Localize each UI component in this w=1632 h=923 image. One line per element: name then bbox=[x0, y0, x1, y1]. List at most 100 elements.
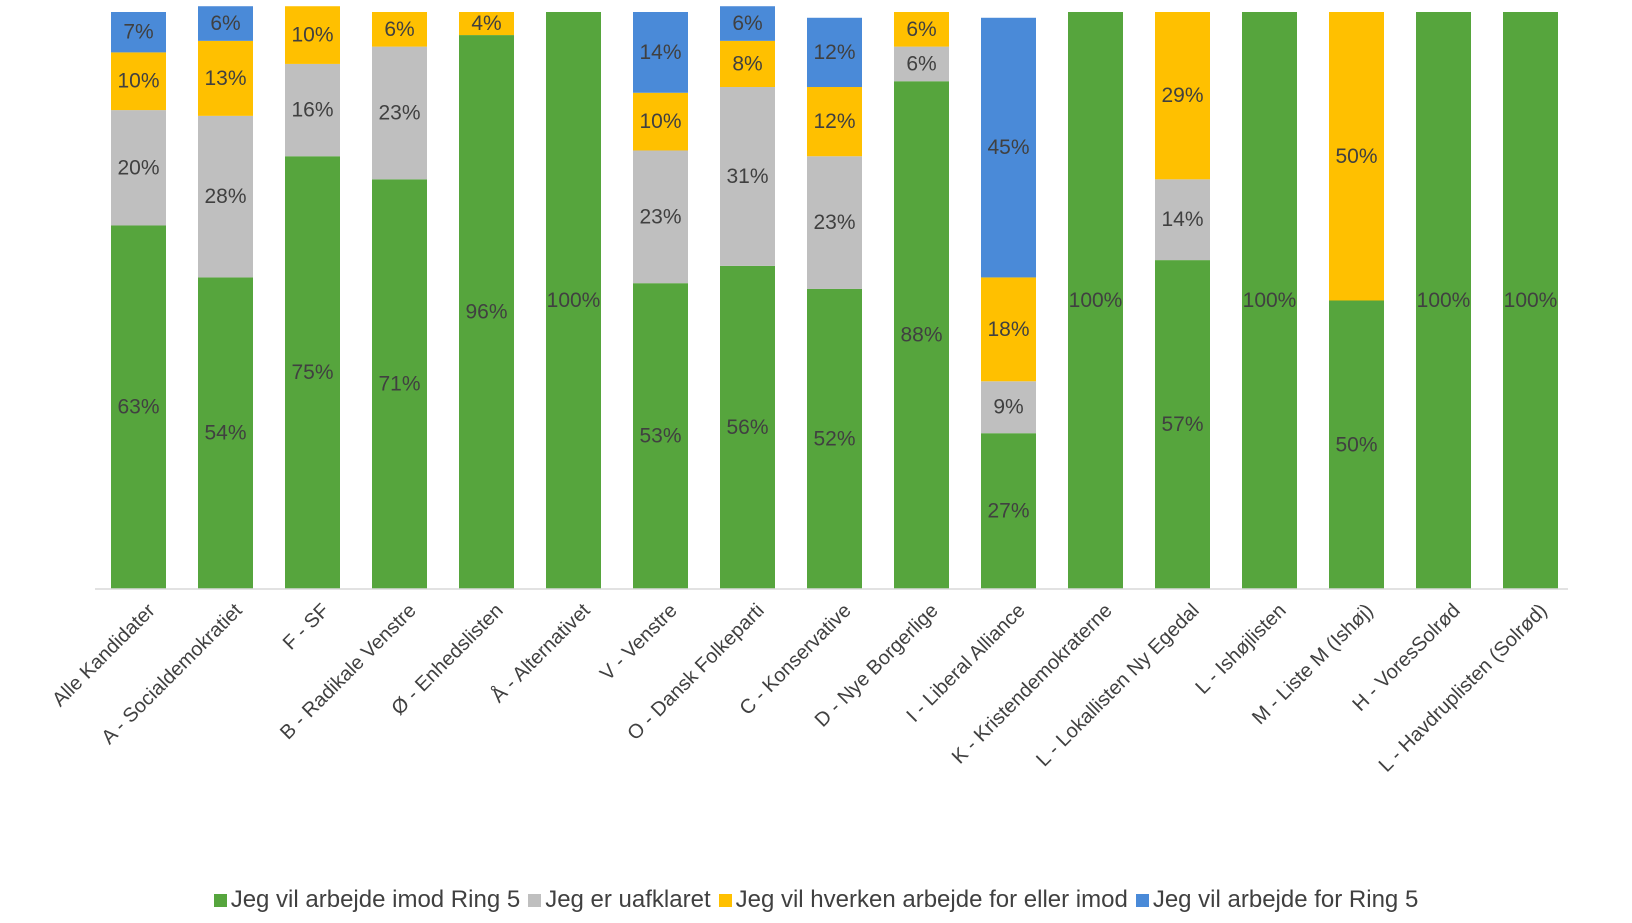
data-label-v-venstre-series-0: 53% bbox=[639, 425, 681, 448]
legend-item-3: Jeg vil arbejde for Ring 5 bbox=[1135, 886, 1419, 914]
data-label-f-sf-series-1: 16% bbox=[291, 99, 333, 122]
bar-segment-alle-kandidater-series-3 bbox=[111, 12, 166, 53]
data-label-alle-kandidater-series-1: 20% bbox=[117, 156, 159, 179]
data-label-o-enhedslisten-series-2: 4% bbox=[471, 12, 501, 35]
bar-segment-v-venstre-series-1 bbox=[633, 150, 688, 284]
bar-segment-a-socialdemokratiet-series-2 bbox=[198, 40, 253, 116]
bar-segment-v-venstre-series-2 bbox=[633, 92, 688, 151]
data-label-v-venstre-series-3: 14% bbox=[639, 41, 681, 64]
data-label-o-enhedslisten-series-0: 96% bbox=[465, 301, 507, 324]
data-label-c-konservative-series-2: 12% bbox=[813, 110, 855, 133]
x-tick-label-k-kristendemokraterne: K - Kristendemokraterne bbox=[948, 600, 1117, 769]
data-label-f-sf-series-2: 10% bbox=[291, 24, 333, 47]
bar-segment-f-sf-series-0 bbox=[285, 156, 340, 589]
data-label-b-radikale-venstre-series-0: 71% bbox=[378, 373, 420, 396]
legend-label-3: Jeg vil arbejde for Ring 5 bbox=[1152, 886, 1419, 913]
bar-segment-i-liberal-alliance-series-3 bbox=[981, 17, 1036, 278]
bar-segment-d-nye-borgerlige-series-1 bbox=[894, 46, 949, 82]
bar-segment-a-socialdemokratiet-series-0 bbox=[198, 277, 253, 589]
bar-segment-b-radikale-venstre-series-2 bbox=[372, 12, 427, 47]
bar-segment-h-voressolrod-series-0 bbox=[1416, 12, 1471, 589]
data-label-c-konservative-series-1: 23% bbox=[813, 211, 855, 234]
data-label-d-nye-borgerlige-series-2: 6% bbox=[906, 18, 936, 41]
data-label-l-lokallisten-ny-egedal-series-2: 29% bbox=[1161, 84, 1203, 107]
data-label-a-socialdemokratiet-series-0: 54% bbox=[204, 422, 246, 445]
legend-item-0: Jeg vil arbejde imod Ring 5 bbox=[213, 886, 521, 914]
data-label-h-voressolrod-series-0: 100% bbox=[1417, 289, 1471, 312]
bar-segment-d-nye-borgerlige-series-0 bbox=[894, 81, 949, 590]
bar-segment-alle-kandidater-series-0 bbox=[111, 225, 166, 590]
bar-segment-k-kristendemokraterne-series-0 bbox=[1068, 12, 1123, 589]
data-label-alle-kandidater-series-0: 63% bbox=[117, 396, 159, 419]
data-label-b-radikale-venstre-series-2: 6% bbox=[384, 18, 414, 41]
bar-segment-i-liberal-alliance-series-2 bbox=[981, 277, 1036, 382]
bar-segment-o-dansk-folkeparti-series-2 bbox=[720, 40, 775, 88]
data-label-l-lokallisten-ny-egedal-series-0: 57% bbox=[1161, 413, 1203, 436]
data-label-o-dansk-folkeparti-series-2: 8% bbox=[732, 52, 762, 75]
data-label-l-lokallisten-ny-egedal-series-1: 14% bbox=[1161, 208, 1203, 231]
bar-segment-m-liste-m-ishoj-series-2 bbox=[1329, 12, 1384, 301]
data-label-i-liberal-alliance-series-0: 27% bbox=[987, 500, 1029, 523]
legend-label-0: Jeg vil arbejde imod Ring 5 bbox=[230, 886, 521, 913]
bar-segment-o-enhedslisten-series-2 bbox=[459, 12, 514, 36]
bar-segment-c-konservative-series-0 bbox=[807, 288, 862, 589]
data-label-l-ishojlisten-series-0: 100% bbox=[1243, 289, 1297, 312]
legend-label-2: Jeg vil hverken arbejde for eller imod bbox=[735, 886, 1128, 913]
data-label-i-liberal-alliance-series-1: 9% bbox=[993, 396, 1023, 419]
legend-swatch-1 bbox=[528, 893, 542, 907]
data-label-i-liberal-alliance-series-2: 18% bbox=[987, 318, 1029, 341]
data-label-v-venstre-series-2: 10% bbox=[639, 110, 681, 133]
bar-segment-c-konservative-series-1 bbox=[807, 156, 862, 289]
data-label-o-dansk-folkeparti-series-3: 6% bbox=[732, 12, 762, 35]
x-tick-label-l-lokallisten-ny-egedal: L - Lokallisten Ny Egedal bbox=[1032, 600, 1203, 771]
data-label-a-socialdemokratiet-series-3: 6% bbox=[210, 12, 240, 35]
bar-segment-i-liberal-alliance-series-0 bbox=[981, 433, 1036, 589]
data-label-d-nye-borgerlige-series-0: 88% bbox=[900, 324, 942, 347]
data-label-i-liberal-alliance-series-3: 45% bbox=[987, 136, 1029, 159]
bar-segment-l-lokallisten-ny-egedal-series-0 bbox=[1155, 260, 1210, 589]
data-label-c-konservative-series-3: 12% bbox=[813, 41, 855, 64]
bar-segment-b-radikale-venstre-series-1 bbox=[372, 46, 427, 180]
bar-segment-a-socialdemokratiet-series-1 bbox=[198, 115, 253, 278]
bar-segment-o-enhedslisten-series-0 bbox=[459, 35, 514, 589]
bars-group bbox=[111, 6, 1558, 590]
legend-label-1: Jeg er uafklaret bbox=[545, 886, 711, 913]
bar-segment-d-nye-borgerlige-series-2 bbox=[894, 12, 949, 47]
bar-segment-f-sf-series-2 bbox=[285, 6, 340, 64]
data-label-c-konservative-series-0: 52% bbox=[813, 427, 855, 450]
bar-segment-b-radikale-venstre-series-0 bbox=[372, 179, 427, 589]
bar-segment-o-dansk-folkeparti-series-1 bbox=[720, 87, 775, 266]
legend-swatch-0 bbox=[213, 893, 227, 907]
x-tick-label-a-socialdemokratiet: A - Socialdemokratiet bbox=[97, 599, 246, 748]
data-label-o-dansk-folkeparti-series-1: 31% bbox=[726, 165, 768, 188]
bar-segment-a-socialdemokratiet-series-3 bbox=[198, 6, 253, 41]
legend: Jeg vil arbejde imod Ring 5 Jeg er uafkla… bbox=[0, 886, 1632, 914]
bar-segment-alle-kandidater-series-2 bbox=[111, 52, 166, 111]
legend-swatch-3 bbox=[1135, 893, 1149, 907]
bar-segment-l-lokallisten-ny-egedal-series-1 bbox=[1155, 179, 1210, 261]
legend-item-1: Jeg er uafklaret bbox=[528, 886, 711, 914]
bar-segment-c-konservative-series-2 bbox=[807, 87, 862, 157]
data-label-o-dansk-folkeparti-series-0: 56% bbox=[726, 416, 768, 439]
data-label-a-alternativet-series-0: 100% bbox=[547, 289, 601, 312]
bar-segment-l-havdruplisten-solrod-series-0 bbox=[1503, 12, 1558, 589]
bar-segment-c-konservative-series-3 bbox=[807, 17, 862, 88]
x-tick-label-v-venstre: V - Venstre bbox=[596, 600, 682, 686]
data-label-d-nye-borgerlige-series-1: 6% bbox=[906, 52, 936, 75]
data-label-m-liste-m-ishoj-series-2: 50% bbox=[1335, 145, 1377, 168]
data-label-v-venstre-series-1: 23% bbox=[639, 205, 681, 228]
bar-segment-alle-kandidater-series-1 bbox=[111, 110, 166, 226]
bar-segment-m-liste-m-ishoj-series-0 bbox=[1329, 300, 1384, 589]
bar-segment-o-dansk-folkeparti-series-3 bbox=[720, 6, 775, 41]
data-label-a-socialdemokratiet-series-2: 13% bbox=[204, 67, 246, 90]
data-label-l-havdruplisten-solrod-series-0: 100% bbox=[1504, 289, 1558, 312]
x-tick-label-l-ishojlisten: L - Ishøjlisten bbox=[1192, 600, 1291, 699]
data-label-b-radikale-venstre-series-1: 23% bbox=[378, 101, 420, 124]
bar-segment-l-ishojlisten-series-0 bbox=[1242, 12, 1297, 589]
bar-segment-a-alternativet-series-0 bbox=[546, 12, 601, 589]
data-label-k-kristendemokraterne-series-0: 100% bbox=[1069, 289, 1123, 312]
data-label-m-liste-m-ishoj-series-0: 50% bbox=[1335, 433, 1377, 456]
bar-segment-o-dansk-folkeparti-series-0 bbox=[720, 265, 775, 589]
legend-item-2: Jeg vil hverken arbejde for eller imod bbox=[718, 886, 1128, 914]
